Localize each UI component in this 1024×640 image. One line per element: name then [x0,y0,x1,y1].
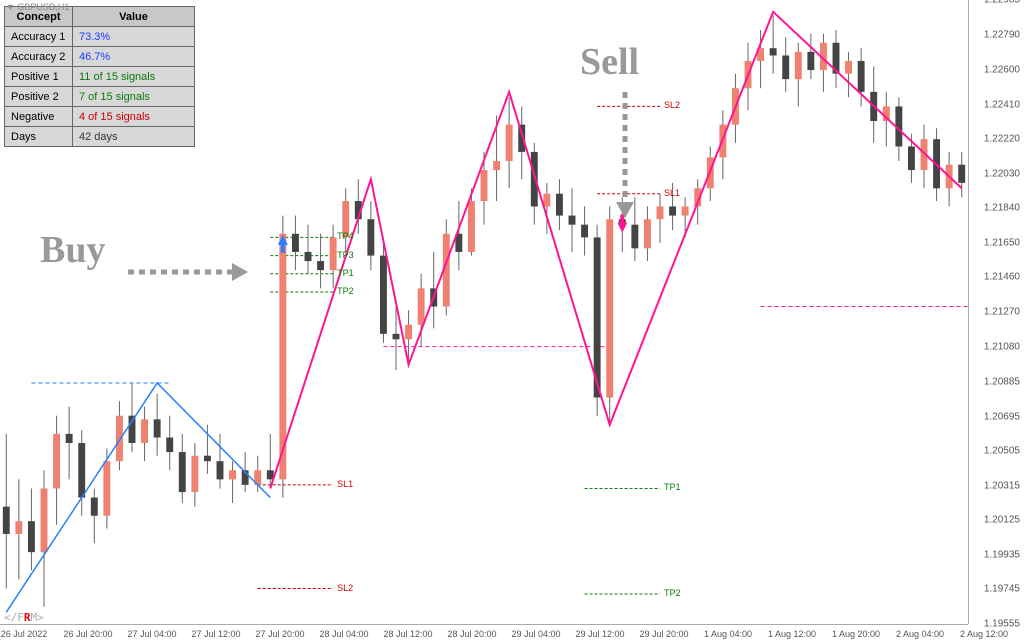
buy-label: Buy [40,228,105,272]
stats-value: 11 of 15 signals [73,67,195,87]
stats-value: 46.7% [73,47,195,67]
y-tick: 1.19935 [984,549,1020,560]
tp-sl-label: SL1 [664,188,680,198]
y-tick: 1.21650 [984,237,1020,248]
y-tick: 1.22790 [984,30,1020,41]
frm-watermark: </FRM> [4,611,44,624]
y-tick: 1.19745 [984,584,1020,595]
stats-table: Concept Value Accuracy 173.3%Accuracy 24… [4,6,195,147]
instrument-label: ▼ GBPUSD,H1 [6,2,69,12]
stats-concept: Positive 2 [5,87,73,107]
x-tick: 1 Aug 04:00 [704,629,752,639]
stats-row: Days42 days [5,127,195,147]
x-tick: 29 Jul 12:00 [575,629,624,639]
tp-sl-label: SL2 [337,583,353,593]
stats-row: Accuracy 246.7% [5,47,195,67]
y-tick: 1.22030 [984,168,1020,179]
x-tick: 28 Jul 04:00 [319,629,368,639]
y-tick: 1.21270 [984,307,1020,318]
stats-value: 73.3% [73,27,195,47]
stats-row: Accuracy 173.3% [5,27,195,47]
stats-value: 7 of 15 signals [73,87,195,107]
x-tick: 26 Jul 2022 [1,629,48,639]
x-tick: 29 Jul 04:00 [511,629,560,639]
y-tick: 1.22600 [984,65,1020,76]
y-tick: 1.20695 [984,411,1020,422]
y-tick: 1.21460 [984,272,1020,283]
tp-sl-label: TP2 [337,286,354,296]
tp-sl-label: TP1 [664,482,681,492]
y-tick: 1.20315 [984,480,1020,491]
y-axis: 1.195551.197451.199351.201251.203151.205… [968,0,1024,624]
x-tick: 2 Aug 12:00 [960,629,1008,639]
tp-sl-label: SL2 [664,100,680,110]
tp-sl-label: SL1 [337,479,353,489]
chart-container[interactable]: ▼ GBPUSD,H1 Concept Value Accuracy 173.3… [0,0,1024,640]
stats-header-value: Value [73,7,195,27]
stats-row: Positive 111 of 15 signals [5,67,195,87]
stats-concept: Positive 1 [5,67,73,87]
stats-concept: Accuracy 2 [5,47,73,67]
stats-value: 42 days [73,127,195,147]
y-tick: 1.20885 [984,377,1020,388]
y-tick: 1.21080 [984,341,1020,352]
stats-concept: Days [5,127,73,147]
x-axis: 26 Jul 2022 26 Jul 20:00 27 Jul 04:00 27 Ju… [0,624,968,640]
stats-row: Negative4 of 15 signals [5,107,195,127]
x-tick: 27 Jul 12:00 [191,629,240,639]
x-tick: 26 Jul 20:00 [63,629,112,639]
x-tick: 28 Jul 12:00 [383,629,432,639]
tp-sl-label: TP4 [337,231,354,241]
stats-concept: Accuracy 1 [5,27,73,47]
x-tick: 27 Jul 20:00 [255,629,304,639]
x-tick: 1 Aug 12:00 [768,629,816,639]
x-tick: 2 Aug 04:00 [896,629,944,639]
y-tick: 1.20125 [984,515,1020,526]
sell-signal-arrow-icon [613,80,637,220]
y-tick: 1.19555 [984,619,1020,630]
tp-sl-label: TP1 [337,268,354,278]
tp-sl-label: TP2 [664,588,681,598]
sell-label: Sell [580,40,639,84]
y-tick: 1.21840 [984,203,1020,214]
x-tick: 29 Jul 20:00 [639,629,688,639]
x-tick: 1 Aug 20:00 [832,629,880,639]
y-tick: 1.22985 [984,0,1020,6]
x-tick: 28 Jul 20:00 [447,629,496,639]
y-tick: 1.22220 [984,134,1020,145]
x-tick: 27 Jul 04:00 [127,629,176,639]
tp-sl-label: TP3 [337,250,354,260]
stats-value: 4 of 15 signals [73,107,195,127]
stats-row: Positive 27 of 15 signals [5,87,195,107]
buy-signal-arrow-icon [116,260,250,284]
y-tick: 1.20505 [984,446,1020,457]
stats-concept: Negative [5,107,73,127]
y-tick: 1.22410 [984,99,1020,110]
